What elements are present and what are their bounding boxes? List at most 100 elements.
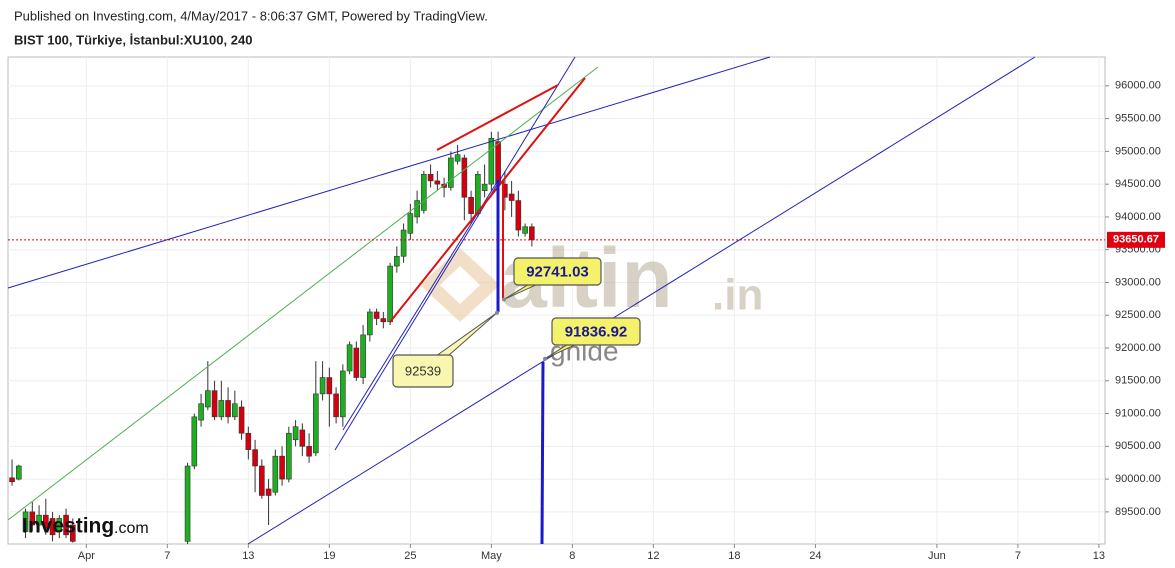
x-tick-label: 25 <box>404 550 416 562</box>
candle-body <box>448 157 454 188</box>
logo-suffix: .com <box>114 520 149 537</box>
y-tick-label: 91500.00 <box>1115 375 1161 387</box>
candle-body <box>272 455 279 493</box>
candle-body <box>380 318 387 323</box>
wedge-line <box>436 84 559 151</box>
candle-body <box>218 400 225 418</box>
candle-body <box>43 514 49 529</box>
candle-body <box>225 400 231 418</box>
candle-body <box>205 390 211 408</box>
candle-body <box>49 518 56 536</box>
x-tick-label: 19 <box>323 550 335 562</box>
drawings <box>7 56 1036 545</box>
y-tick-label: 95000.00 <box>1115 145 1161 157</box>
candle-body <box>56 518 63 532</box>
wedge-line <box>389 77 586 323</box>
callout-tip <box>543 356 547 361</box>
y-tick-label: 91000.00 <box>1115 407 1161 419</box>
candle-body <box>333 393 339 418</box>
drop-line <box>540 361 545 545</box>
candle-body <box>9 477 15 483</box>
candle-body <box>70 524 76 542</box>
candle-body <box>427 174 434 182</box>
callout-label: 92539 <box>405 363 441 378</box>
candle-body <box>306 446 312 457</box>
y-tick-label: 96000.00 <box>1115 80 1161 92</box>
x-tick-label: 8 <box>569 550 575 562</box>
candle-body <box>279 455 285 480</box>
candle-body <box>16 465 22 480</box>
callout-box <box>513 257 602 286</box>
x-tick-label: 13 <box>1093 550 1105 562</box>
candle-body <box>387 265 393 323</box>
x-tick-label: Apr <box>78 550 95 562</box>
candle-body <box>63 514 69 536</box>
candle-body <box>326 377 333 395</box>
candle-body <box>22 511 29 532</box>
candle-body <box>468 196 474 214</box>
chart-title: BIST 100, Türkiye, İstanbul:XU100, 240 <box>14 32 252 47</box>
candle-body <box>252 449 258 467</box>
x-tick-label: 12 <box>647 550 659 562</box>
candle-body <box>292 426 299 441</box>
candle-body <box>481 183 488 192</box>
y-tick-label: 94500.00 <box>1115 178 1161 190</box>
y-tick-label: 89500.00 <box>1115 506 1161 518</box>
candle-body <box>414 200 420 218</box>
logo: Investing <box>22 515 114 538</box>
candle-body <box>475 174 481 214</box>
callout-box <box>551 317 641 346</box>
callout-label: 92741.03 <box>526 263 589 280</box>
watermark-suffix: .in <box>712 271 763 320</box>
candle-body <box>421 174 427 211</box>
candle-body <box>198 403 204 421</box>
candle-body <box>313 393 319 454</box>
last-price-box <box>1107 231 1165 248</box>
trend-line <box>334 56 576 451</box>
trend-line <box>7 56 771 289</box>
candle-body <box>488 137 495 185</box>
candle-body <box>394 255 400 267</box>
x-tick-label: 7 <box>164 550 170 562</box>
x-tick-label: 24 <box>809 550 821 562</box>
candle-body <box>36 514 42 526</box>
trend-line <box>7 66 599 521</box>
candle-body <box>353 347 360 378</box>
candle-body <box>265 488 272 496</box>
candle-body <box>232 403 238 418</box>
callout-tip <box>502 297 506 302</box>
y-tick-label: 92000.00 <box>1115 342 1161 354</box>
plot-frame <box>7 56 1106 545</box>
candle-body <box>286 432 292 480</box>
candle-body <box>373 311 380 319</box>
candle-body <box>319 377 326 395</box>
candle-body <box>360 334 366 378</box>
last-price-label: 93650.67 <box>1113 234 1159 246</box>
candle-body <box>299 429 306 447</box>
candle-body <box>515 200 522 231</box>
candle-body <box>441 183 447 188</box>
candle-body <box>400 229 407 257</box>
candle-body <box>29 511 36 526</box>
candle-body <box>367 311 373 336</box>
candle-body <box>191 416 198 467</box>
candle-body <box>434 180 441 185</box>
candle-body <box>340 370 346 418</box>
candle-body <box>184 465 191 542</box>
x-tick-label: 13 <box>242 550 254 562</box>
x-tick-label: 7 <box>1015 550 1021 562</box>
candle-body <box>245 432 252 450</box>
y-tick-label: 92500.00 <box>1115 309 1161 321</box>
x-tick-label: 18 <box>728 550 740 562</box>
y-tick-label: 90000.00 <box>1115 473 1161 485</box>
candle-body <box>529 226 535 241</box>
trend-line <box>342 181 498 431</box>
y-tick-label: 95500.00 <box>1115 113 1161 125</box>
candle-body <box>461 157 468 198</box>
candle-body <box>259 465 265 496</box>
trend-line <box>247 56 1036 545</box>
callout-label: 91836.92 <box>565 323 628 340</box>
candle-body <box>238 406 245 434</box>
y-tick-label: 94000.00 <box>1115 211 1161 223</box>
